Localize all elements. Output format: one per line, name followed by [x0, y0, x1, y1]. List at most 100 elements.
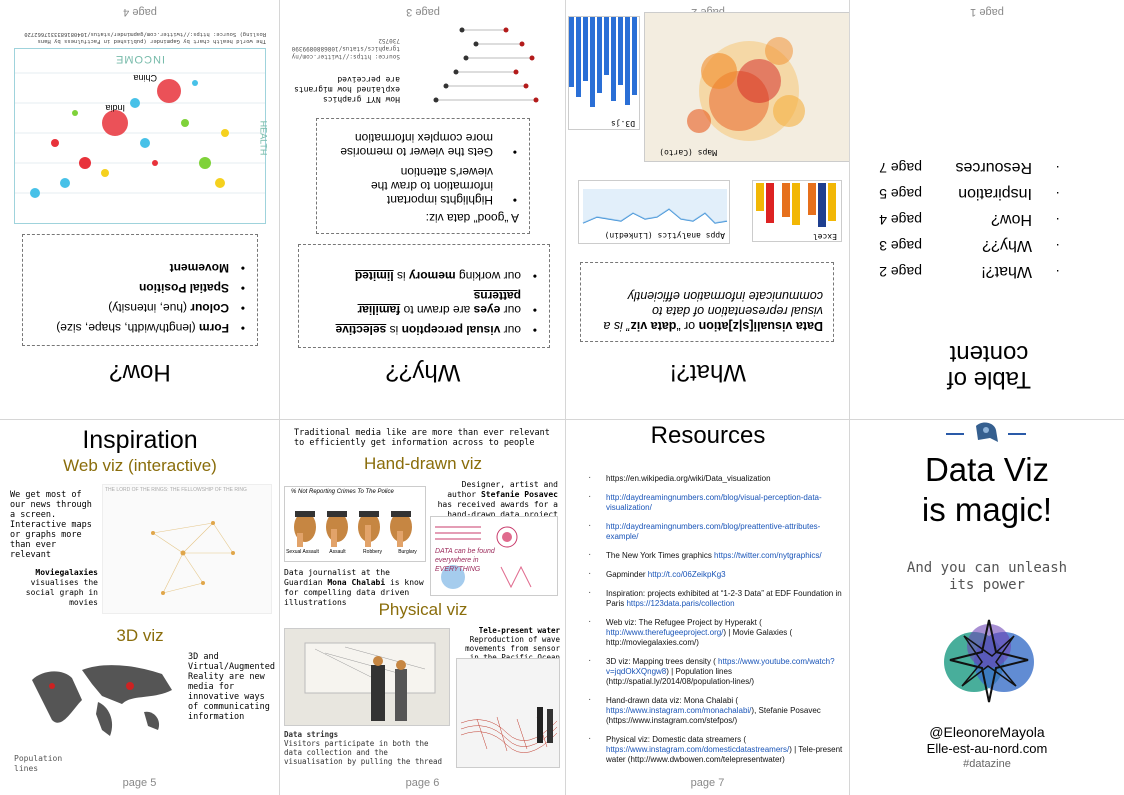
maps-carto-thumbnail: Maps (Carto)	[644, 12, 849, 162]
author-site: Elle-est-au-nord.com	[926, 741, 1048, 756]
resource-link[interactable]: https://www.instagram.com/domesticdatast…	[606, 745, 790, 754]
toc-item-page: page 5	[879, 186, 922, 202]
data-strings-caption: Data strings Visitors participate in both…	[284, 730, 443, 766]
sketch-label: Burglary	[398, 549, 417, 555]
resource-item: 3D viz: Mapping trees density ( https://…	[584, 656, 844, 687]
chart-label-income: INCOME	[115, 53, 165, 65]
magic-wand-icon	[946, 422, 1026, 442]
resource-item: https://en.wikipedia.org/wiki/Data_visua…	[584, 473, 844, 484]
excel-chart-thumbnail: Excel	[752, 180, 842, 242]
toc-item-page: page 4	[879, 212, 922, 228]
toc-row: · How? page 4	[879, 211, 1060, 228]
d3-label: D3.js	[610, 119, 635, 128]
page-number: page 6	[405, 777, 440, 789]
sketch-label: Assault	[329, 549, 346, 555]
resource-link[interactable]: http://daydreamingnumbers.com/blog/preat…	[606, 522, 821, 541]
social-graph	[151, 521, 235, 595]
traditional-media-intro: Traditional media like are more than eve…	[294, 428, 550, 448]
hashtag: #datazine	[963, 758, 1011, 770]
definition-term-short: data viz	[630, 319, 677, 333]
toc-item-label: How?	[991, 211, 1032, 228]
cover-subtitle: And you can unleash its power	[906, 560, 1068, 593]
bullet-memory: our working memory is limited	[309, 269, 539, 283]
resource-link[interactable]: https://www.youtube.com/watch?v=jqdOkXQn…	[606, 657, 835, 676]
resource-link[interactable]: http://www.therefugeeproject.org/	[606, 628, 724, 637]
lotr-title: THE LORD OF THE RINGS: THE FELLOWSHIP OF…	[105, 487, 247, 493]
chart-label-health: HEALTH	[258, 120, 269, 156]
toc-item-page: page 3	[879, 238, 922, 254]
panel-cover: Data Viz is magic! And you can unleash i…	[850, 420, 1124, 795]
resource-link[interactable]: https://www.instagram.com/monachalabi/	[606, 706, 752, 715]
resource-item: Hand-drawn data viz: Mona Chalabi ( http…	[584, 695, 844, 726]
toc-item-page: page 2	[879, 264, 922, 280]
hand-drawn-title: Hand-drawn viz	[363, 454, 483, 473]
datazine-logo-icon	[944, 619, 1034, 703]
resource-item: Gapminder http://t.co/06ZeikpKg3	[584, 569, 844, 580]
toc-row: · What?! page 2	[879, 263, 1060, 280]
good-viz-title: A “good” data viz:	[425, 211, 519, 225]
toc-item-label: Inspiration	[958, 185, 1032, 202]
toc-item-label: What?!	[981, 263, 1032, 280]
bullet-eyes: our eyes are drawn to familiar patterns	[309, 289, 539, 317]
resource-link[interactable]: http://t.co/06ZeikpKg3	[647, 570, 726, 579]
panel-page-1: page 1 Table of content · What?! page 2 · W…	[850, 0, 1124, 420]
d3-thumbnail: D3.js	[568, 16, 640, 130]
toc-list: · What?! page 2 · Why?? page 3 · How? page 4 ·…	[879, 150, 1060, 280]
chalabi-caption: Data journalist at the Guardian Mona Cha…	[284, 568, 424, 607]
panel-page-3: page 3 Why?? our visual perception is se…	[280, 0, 566, 420]
good-viz-box: A “good” data viz: Highlights important …	[316, 118, 530, 234]
chart-label-india: India	[105, 103, 125, 113]
resource-link[interactable]: https://twitter.com/nytgraphics/	[714, 551, 822, 560]
toc-item-label: Why??	[982, 237, 1032, 254]
toc-row: · Inspiration page 5	[879, 185, 1060, 202]
bullet-perception: our visual perception is selective	[309, 323, 539, 337]
panel-page-2: page 2 What?! Data visuali[s|z]ation or …	[566, 0, 850, 420]
apps-line-chart	[582, 189, 728, 224]
moviegalaxies-thumbnail: THE LORD OF THE RINGS: THE FELLOWSHIP OF…	[102, 484, 272, 614]
cover-title-line: is magic!	[921, 491, 1053, 528]
attributes-box: Form (length/width, shape, size) Colour …	[22, 234, 258, 346]
nyt-caption: How NYT graphics explained how migrants …	[294, 75, 400, 104]
data-strings-photo	[284, 628, 450, 726]
web-viz-text: We get most of our news through a screen…	[10, 490, 92, 560]
resource-link[interactable]: http://daydreamingnumbers.com/blog/visua…	[606, 493, 822, 512]
moviegalaxies-caption: Moviegalaxies visualises the social grap…	[25, 568, 98, 607]
heat-map	[687, 37, 805, 141]
good-viz-point: Highlights important information to draw…	[327, 165, 519, 207]
toc-title: Table of content	[946, 340, 1032, 393]
resource-item: The New York Times graphics https://twit…	[584, 550, 844, 561]
apps-analytics-thumbnail: Apps analytics (Linkedin)	[578, 180, 730, 244]
cover-title: Data Viz is magic!	[850, 450, 1124, 530]
population-lines-caption: Population lines	[14, 754, 63, 773]
toc-item-page: page 7	[879, 160, 922, 176]
physical-viz-title: Physical viz	[378, 600, 468, 619]
wave-sculpture	[457, 659, 559, 767]
d3-bar-chart	[569, 17, 637, 107]
sketch-label: Sexual Assault	[286, 549, 319, 555]
attribute-form: Form (length/width, shape, size)	[33, 321, 247, 335]
panel-page-6: Traditional media like are more than eve…	[280, 420, 566, 795]
what-title: What?!	[669, 359, 747, 386]
population-lines-map	[12, 650, 184, 750]
page-number: page 4	[123, 6, 157, 18]
chart-label-china: China	[133, 73, 157, 83]
nyt-dot-chart	[433, 27, 539, 103]
cover-title-line: Data Viz	[924, 451, 1050, 488]
resource-link[interactable]: https://123data.paris/collection	[626, 599, 735, 608]
attribute-spatial: Spatial Position	[33, 281, 247, 295]
apps-analytics-label: Apps analytics (Linkedin)	[604, 231, 725, 240]
chalabi-sketch: % Not Reporting Crimes To The Police Sex…	[284, 486, 426, 562]
maps-label: Maps (Carto)	[659, 148, 717, 157]
panel-page-4: page 4 How? Form (length/width, shape, s…	[0, 0, 280, 420]
posavec-drawings: DATA can be found everywhere in EVERYTHI…	[430, 516, 558, 596]
sketch-title: % Not Reporting Crimes To The Police	[291, 489, 394, 495]
sketch-label: Robbery	[363, 549, 382, 555]
perception-box: our visual perception is selective our e…	[298, 244, 550, 348]
telepresent-caption: Tele-present water Reproduction of wave m…	[465, 626, 560, 662]
exhibit-scene	[285, 629, 449, 725]
definition-term: Data visuali[s|z]ation	[698, 319, 823, 333]
panel-page-7: Resources https://en.wikipedia.org/wiki/…	[566, 420, 850, 795]
resources-title: Resources	[650, 422, 766, 449]
threed-viz-text: 3D and Virtual/Augmented Reality are new…	[188, 652, 275, 722]
attribute-movement: Movement	[33, 261, 247, 275]
